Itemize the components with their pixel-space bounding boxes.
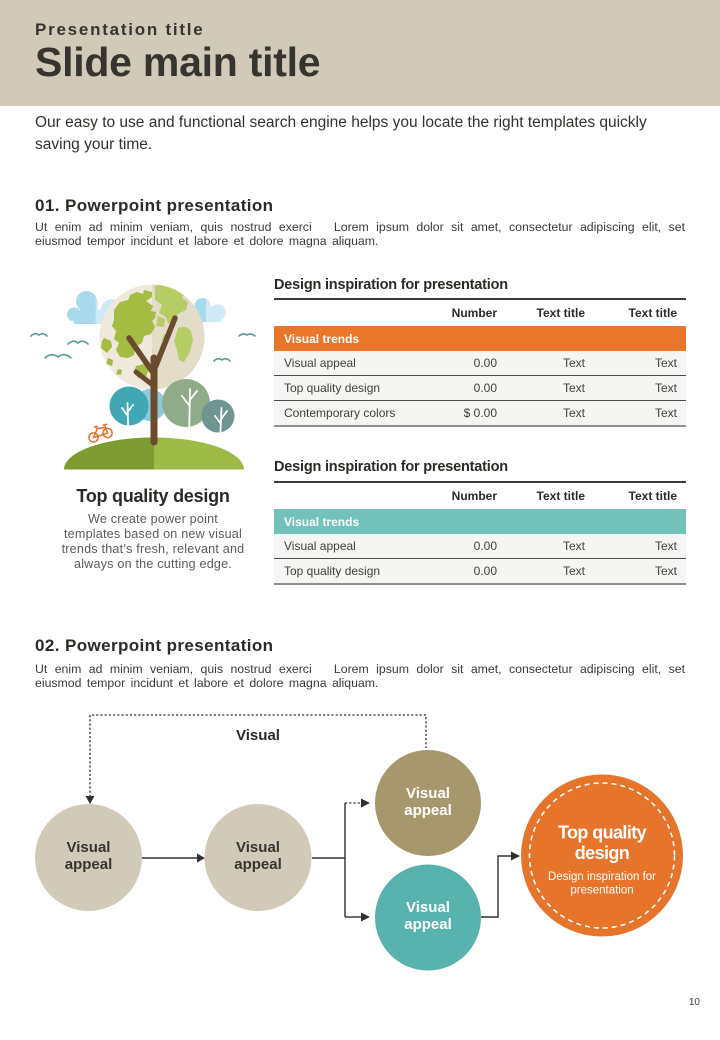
svg-text:appeal: appeal <box>234 856 282 873</box>
svg-text:appeal: appeal <box>404 802 452 819</box>
svg-text:presentation: presentation <box>570 885 633 897</box>
svg-text:appeal: appeal <box>404 916 452 933</box>
svg-text:Visual: Visual <box>67 839 111 856</box>
svg-text:design: design <box>575 843 629 863</box>
svg-text:Visual: Visual <box>236 839 280 856</box>
svg-text:Visual: Visual <box>406 785 450 802</box>
svg-text:appeal: appeal <box>65 856 113 873</box>
svg-text:Design inspiration for: Design inspiration for <box>548 871 656 883</box>
svg-text:Visual: Visual <box>406 899 450 916</box>
svg-text:Top quality: Top quality <box>558 823 647 843</box>
svg-text:Visual: Visual <box>236 727 280 744</box>
